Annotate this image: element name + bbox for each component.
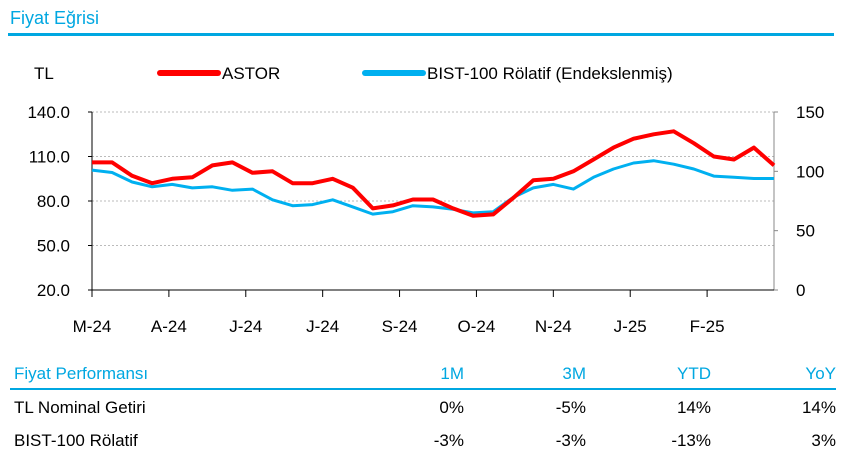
col-yoy: YoY bbox=[805, 364, 836, 383]
left-tick-label: 50.0 bbox=[37, 237, 70, 256]
right-tick-label: 150 bbox=[796, 103, 824, 122]
right-tick-label: 100 bbox=[796, 162, 824, 181]
right-tick-label: 0 bbox=[796, 281, 805, 300]
row-label: TL Nominal Getiri bbox=[14, 398, 146, 417]
cell: 14% bbox=[676, 398, 711, 417]
cell: 3% bbox=[811, 431, 836, 450]
x-tick-label: J-24 bbox=[306, 317, 339, 336]
table-header: Fiyat Performansı 1M 3M YTD YoY bbox=[10, 362, 836, 390]
title-divider bbox=[8, 33, 834, 36]
cell: 14% bbox=[801, 398, 836, 417]
left-tick-label: 140.0 bbox=[27, 103, 70, 122]
series-line-astor bbox=[92, 129, 776, 218]
left-tick-label: 110.0 bbox=[29, 148, 70, 167]
x-tick-label: A-24 bbox=[151, 317, 187, 336]
x-tick-label: J-24 bbox=[229, 317, 262, 336]
performance-table: Fiyat Performansı 1M 3M YTD YoY TL Nomin… bbox=[10, 362, 836, 462]
table-title: Fiyat Performansı bbox=[14, 364, 149, 383]
col-1m: 1M bbox=[440, 364, 464, 383]
cell: -13% bbox=[671, 431, 711, 450]
table-row: BIST-100 Rölatif -3% -3% -13% 3% bbox=[10, 429, 836, 462]
x-tick-label: S-24 bbox=[382, 317, 418, 336]
left-axis-label: TL bbox=[34, 64, 54, 83]
right-tick-label: 50 bbox=[796, 222, 815, 241]
x-tick-label: O-24 bbox=[458, 317, 496, 336]
legend-label-astor: ASTOR bbox=[222, 64, 280, 83]
row-label: BIST-100 Rölatif bbox=[14, 431, 138, 450]
x-tick-label: J-25 bbox=[614, 317, 647, 336]
cell: 0% bbox=[439, 398, 464, 417]
cell: -3% bbox=[555, 431, 586, 450]
table-row: TL Nominal Getiri 0% -5% 14% 14% bbox=[10, 396, 836, 429]
x-tick-label: F-25 bbox=[690, 317, 725, 336]
col-3m: 3M bbox=[562, 364, 586, 383]
cell: -5% bbox=[555, 398, 586, 417]
left-tick-label: 20.0 bbox=[37, 281, 70, 300]
price-chart: TL ASTOR BIST-100 Rölatif (Endekslenmiş)… bbox=[27, 64, 824, 336]
left-tick-label: 80.0 bbox=[37, 192, 70, 211]
chart-title: Fiyat Eğrisi bbox=[10, 8, 100, 28]
col-ytd: YTD bbox=[677, 364, 711, 383]
legend-label-bist: BIST-100 Rölatif (Endekslenmiş) bbox=[427, 64, 673, 83]
series-line-bist100 bbox=[91, 159, 774, 216]
x-tick-label: N-24 bbox=[535, 317, 572, 336]
cell: -3% bbox=[433, 431, 464, 450]
x-tick-label: M-24 bbox=[73, 317, 112, 336]
